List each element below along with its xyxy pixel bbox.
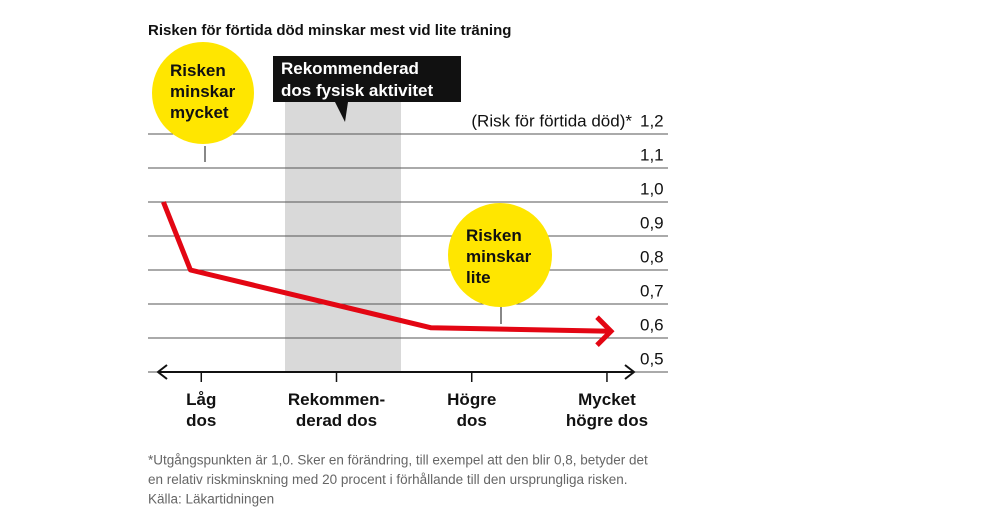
annotation: Rekommenderad dos fysisk aktivitet xyxy=(281,59,433,100)
chart-title: Risken för förtida död minskar mest vid … xyxy=(148,22,511,39)
annotation: Risken minskar lite xyxy=(466,226,532,287)
bubble xyxy=(152,42,254,144)
axis-arrow xyxy=(156,364,168,380)
y-tick-label: 1,0 xyxy=(640,179,664,198)
y-tick-label: 1,2 xyxy=(640,111,664,130)
y-axis-label: (Risk för förtida död)* xyxy=(471,111,632,130)
y-tick-label: 0,8 xyxy=(640,247,664,266)
label-tail xyxy=(335,102,348,122)
footnote: en relativ riskminskning med 20 procent … xyxy=(148,472,628,487)
axis-arrow xyxy=(624,364,636,380)
y-tick-label: 0,6 xyxy=(640,315,664,334)
y-tick-label: 0,7 xyxy=(640,281,664,300)
y-tick-label: 0,9 xyxy=(640,213,664,232)
x-tick-label: Låg dos xyxy=(186,390,216,430)
label-box xyxy=(273,56,461,102)
footnote: *Utgångspunkten är 1,0. Sker en förändri… xyxy=(148,453,648,468)
annotation: Risken minskar mycket xyxy=(170,61,236,122)
risk-line xyxy=(161,201,612,334)
footnote: Källa: Läkartidningen xyxy=(148,492,274,507)
line-arrowhead xyxy=(595,315,615,347)
y-tick-label: 0,5 xyxy=(640,349,664,368)
bubble xyxy=(448,203,552,307)
x-tick-label: Högre dos xyxy=(447,390,496,430)
x-tick-label: Mycket högre dos xyxy=(566,390,648,430)
x-tick-label: Rekommen-derad dos xyxy=(288,390,385,430)
y-tick-label: 1,1 xyxy=(640,145,664,164)
